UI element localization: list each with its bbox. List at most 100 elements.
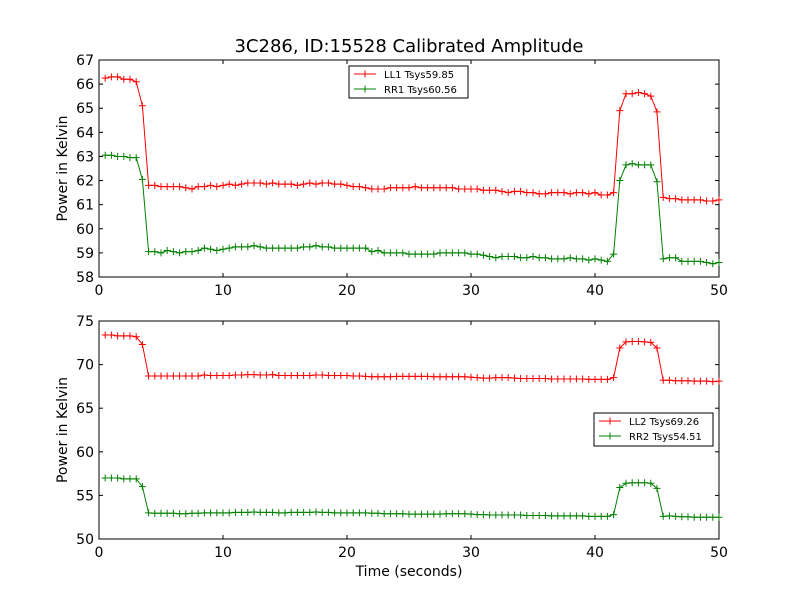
panel2-data-point <box>275 509 283 517</box>
panel2-data-point <box>554 512 562 520</box>
panel1-x-tick-label: 20 <box>338 283 356 299</box>
panel2-data-point <box>678 513 686 521</box>
panel1-data-point <box>696 257 704 265</box>
panel1-data-point <box>436 184 444 192</box>
panel1-series-line-1 <box>105 76 720 202</box>
panel1-data-point <box>498 253 506 261</box>
panel2-data-point <box>219 509 227 517</box>
panel1-data-point <box>510 253 518 261</box>
panel2-data-point <box>145 372 153 380</box>
panel2-data-point <box>262 508 270 516</box>
panel2-data-point <box>306 508 314 516</box>
panel2-y-tick-label: 65 <box>76 401 94 417</box>
panel1-data-point <box>262 244 270 252</box>
panel2-data-point <box>138 341 146 349</box>
panel2-x-tick-label: 50 <box>710 545 728 561</box>
panel2-data-point <box>343 372 351 379</box>
panel1-data-point <box>492 254 500 262</box>
panel1-data-point <box>634 89 642 97</box>
panel1-data-point <box>684 257 692 265</box>
panel2-data-point <box>219 372 227 379</box>
panel2-data-point <box>554 375 562 383</box>
panel2-data-point <box>684 513 692 521</box>
panel2-data-point <box>399 510 407 518</box>
panel1-data-point <box>386 184 394 192</box>
panel2-data-point <box>368 509 376 517</box>
panel1-data-point <box>386 249 394 257</box>
panel2-data-point <box>362 372 370 380</box>
panel2-data-point <box>486 511 494 519</box>
panel1-data-point <box>554 189 562 197</box>
panel1-data-point <box>696 196 704 204</box>
panel2-data-point <box>455 510 463 518</box>
panel1-data-point <box>411 250 419 258</box>
panel1-data-point <box>306 179 314 187</box>
panel1-data-point <box>535 190 543 198</box>
panel1-data-point <box>176 183 184 191</box>
panel2-data-point <box>628 479 636 487</box>
panel1-y-tick-label: 59 <box>76 246 94 262</box>
panel1-data-point <box>337 244 345 252</box>
panel1-data-point <box>225 180 233 188</box>
panel2-data-point <box>101 331 109 339</box>
panel1-data-point <box>411 183 419 191</box>
panel1-data-point <box>622 90 630 98</box>
panel2-data-point <box>393 510 401 518</box>
panel2-legend-box <box>593 412 714 447</box>
panel2-data-point <box>467 510 475 518</box>
panel2-data-point <box>572 375 580 383</box>
panel2-data-point <box>585 512 593 520</box>
panel2-data-point <box>200 371 208 379</box>
panel1-data-point <box>442 184 450 192</box>
panel2-data-point <box>169 509 177 517</box>
panel2-data-point <box>634 337 642 345</box>
panel1-data-point <box>417 184 425 192</box>
panel1-data-point <box>541 190 549 198</box>
panel2-data-point <box>231 371 239 379</box>
panel2-data-point <box>213 509 221 517</box>
panel1-data-point <box>213 246 221 254</box>
panel2-data-point <box>678 377 686 385</box>
panel1-data-point <box>523 189 531 197</box>
panel1-data-point <box>665 254 673 262</box>
panel1-data-point <box>269 179 277 187</box>
panel1-data-point <box>126 154 134 162</box>
panel1-data-point <box>424 250 432 258</box>
panel1-x-tick-label: 10 <box>214 283 232 299</box>
panel2-axes-frame <box>98 320 720 540</box>
panel2-data-point <box>591 512 599 520</box>
panel1-data-point <box>318 243 326 251</box>
panel1-data-point <box>275 244 283 252</box>
panel2-y-axis-label: Power in Kelvin <box>55 377 71 483</box>
panel1-data-point <box>690 257 698 265</box>
panel2-data-point <box>504 374 512 382</box>
panel1-data-point <box>591 189 599 197</box>
panel1-data-point <box>169 248 177 256</box>
panel1-data-point <box>107 151 115 159</box>
panel2-data-point <box>579 375 587 383</box>
panel1-data-point <box>362 244 370 252</box>
panel2-data-point <box>665 376 673 384</box>
panel1-data-point <box>145 248 153 256</box>
panel1-y-tick-label: 67 <box>76 53 94 69</box>
panel2-x-tick-label: 0 <box>95 545 104 561</box>
panel2-x-tick-label: 10 <box>214 545 232 561</box>
panel1-data-point <box>188 185 196 193</box>
panel2-data-point <box>126 475 134 483</box>
panel1-data-point <box>337 180 345 188</box>
panel1-data-point <box>566 190 574 198</box>
panel1-data-point <box>151 248 159 256</box>
panel1-data-point <box>492 186 500 194</box>
panel2-data-point <box>306 372 314 379</box>
panel2-x-tick-label: 40 <box>586 545 604 561</box>
panel2-data-point <box>281 372 289 379</box>
panel2-data-point <box>479 511 487 519</box>
panel1-y-tick-label: 60 <box>76 222 94 238</box>
panel2-y-tick-label: 70 <box>76 358 94 374</box>
panel2-data-point <box>659 376 667 384</box>
panel2-data-point <box>436 373 444 381</box>
panel1-data-point <box>132 78 140 86</box>
panel1-data-point <box>486 253 494 261</box>
panel2-data-point <box>411 372 419 380</box>
panel1-data-point <box>610 250 618 258</box>
